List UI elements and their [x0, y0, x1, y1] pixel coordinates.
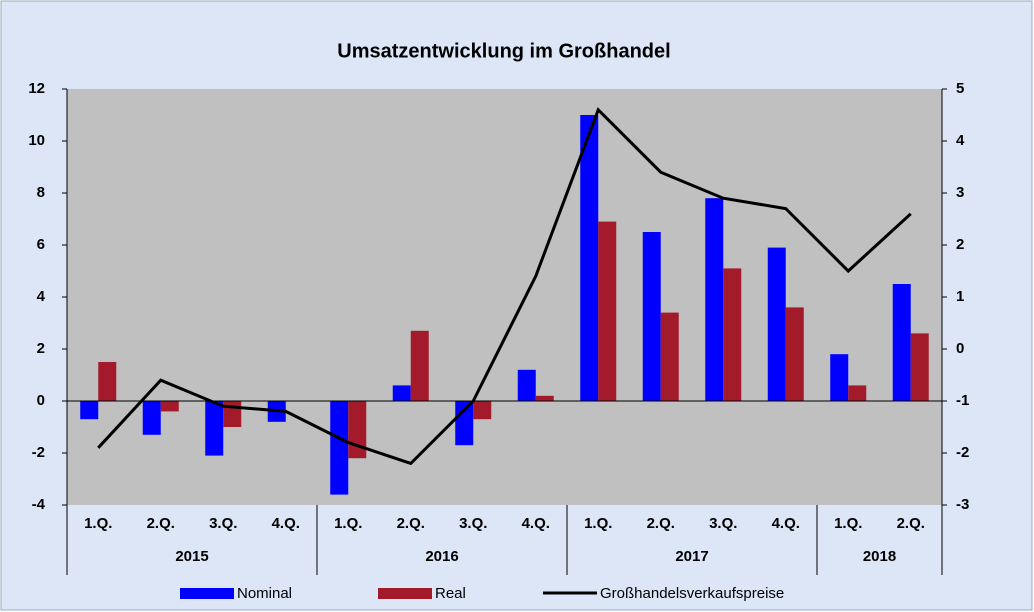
bar	[330, 401, 349, 495]
legend-swatch	[180, 588, 234, 599]
y-tick-label: 12	[28, 80, 45, 97]
y2-tick-label: 2	[956, 236, 964, 253]
bar	[205, 401, 224, 456]
y-tick-label: 10	[28, 132, 45, 149]
bar	[767, 247, 786, 401]
bar	[410, 330, 429, 401]
y2-tick-label: -2	[956, 444, 969, 461]
x-group-label: 2018	[863, 548, 896, 565]
bar	[392, 385, 411, 401]
x-tick-label: 2.Q.	[647, 515, 675, 532]
legend-label: Nominal	[237, 585, 292, 602]
x-tick-label: 1.Q.	[834, 515, 862, 532]
bar	[455, 401, 474, 446]
y-tick-label: 2	[37, 340, 45, 357]
y2-tick-label: -3	[956, 496, 969, 513]
x-group-label: 2016	[425, 548, 458, 565]
bar	[848, 385, 867, 401]
x-tick-label: 4.Q.	[772, 515, 800, 532]
bar	[348, 401, 367, 459]
y2-tick-label: 0	[956, 340, 964, 357]
bar	[223, 401, 242, 427]
x-tick-label: 4.Q.	[522, 515, 550, 532]
x-tick-label: 3.Q.	[709, 515, 737, 532]
bar	[892, 284, 911, 401]
bar	[705, 198, 724, 401]
bar	[517, 369, 536, 401]
x-tick-label: 3.Q.	[209, 515, 237, 532]
y-tick-label: 0	[37, 392, 45, 409]
y2-tick-label: -1	[956, 392, 969, 409]
y2-tick-label: 1	[956, 288, 964, 305]
line	[97, 107, 912, 466]
x-tick-label: 1.Q.	[84, 515, 112, 532]
bar	[785, 307, 804, 401]
y-tick-label: 6	[37, 236, 45, 253]
bar	[98, 362, 117, 401]
chart-title: Umsatzentwicklung im Großhandel	[337, 40, 670, 62]
y-tick-label: -4	[32, 496, 46, 513]
x-group-label: 2015	[175, 548, 208, 565]
y2-tick-label: 4	[956, 132, 965, 149]
y-tick-label: -2	[32, 444, 45, 461]
x-tick-label: 1.Q.	[334, 515, 362, 532]
x-tick-label: 3.Q.	[459, 515, 487, 532]
legend-swatch	[378, 588, 432, 599]
x-tick-label: 2.Q.	[147, 515, 175, 532]
bar	[535, 395, 554, 401]
bar	[642, 232, 661, 401]
x-tick-label: 1.Q.	[584, 515, 612, 532]
bar	[830, 354, 849, 401]
y2-tick-label: 5	[956, 80, 964, 97]
x-tick-label: 2.Q.	[397, 515, 425, 532]
bar	[910, 333, 929, 401]
bar	[723, 268, 742, 401]
bar	[473, 401, 492, 420]
bar	[598, 221, 617, 401]
bar	[580, 115, 599, 401]
y-tick-label: 4	[37, 288, 46, 305]
bar	[660, 312, 679, 401]
bar	[160, 401, 179, 412]
x-tick-label: 4.Q.	[272, 515, 300, 532]
bar	[80, 401, 99, 420]
y2-tick-label: 3	[956, 184, 964, 201]
x-tick-label: 2.Q.	[897, 515, 925, 532]
legend-label: Real	[435, 585, 466, 602]
plot-area	[67, 89, 942, 505]
legend-label: Großhandelsverkaufspreise	[600, 585, 784, 602]
y-tick-label: 8	[37, 184, 45, 201]
x-group-label: 2017	[675, 548, 708, 565]
bar	[142, 401, 161, 435]
